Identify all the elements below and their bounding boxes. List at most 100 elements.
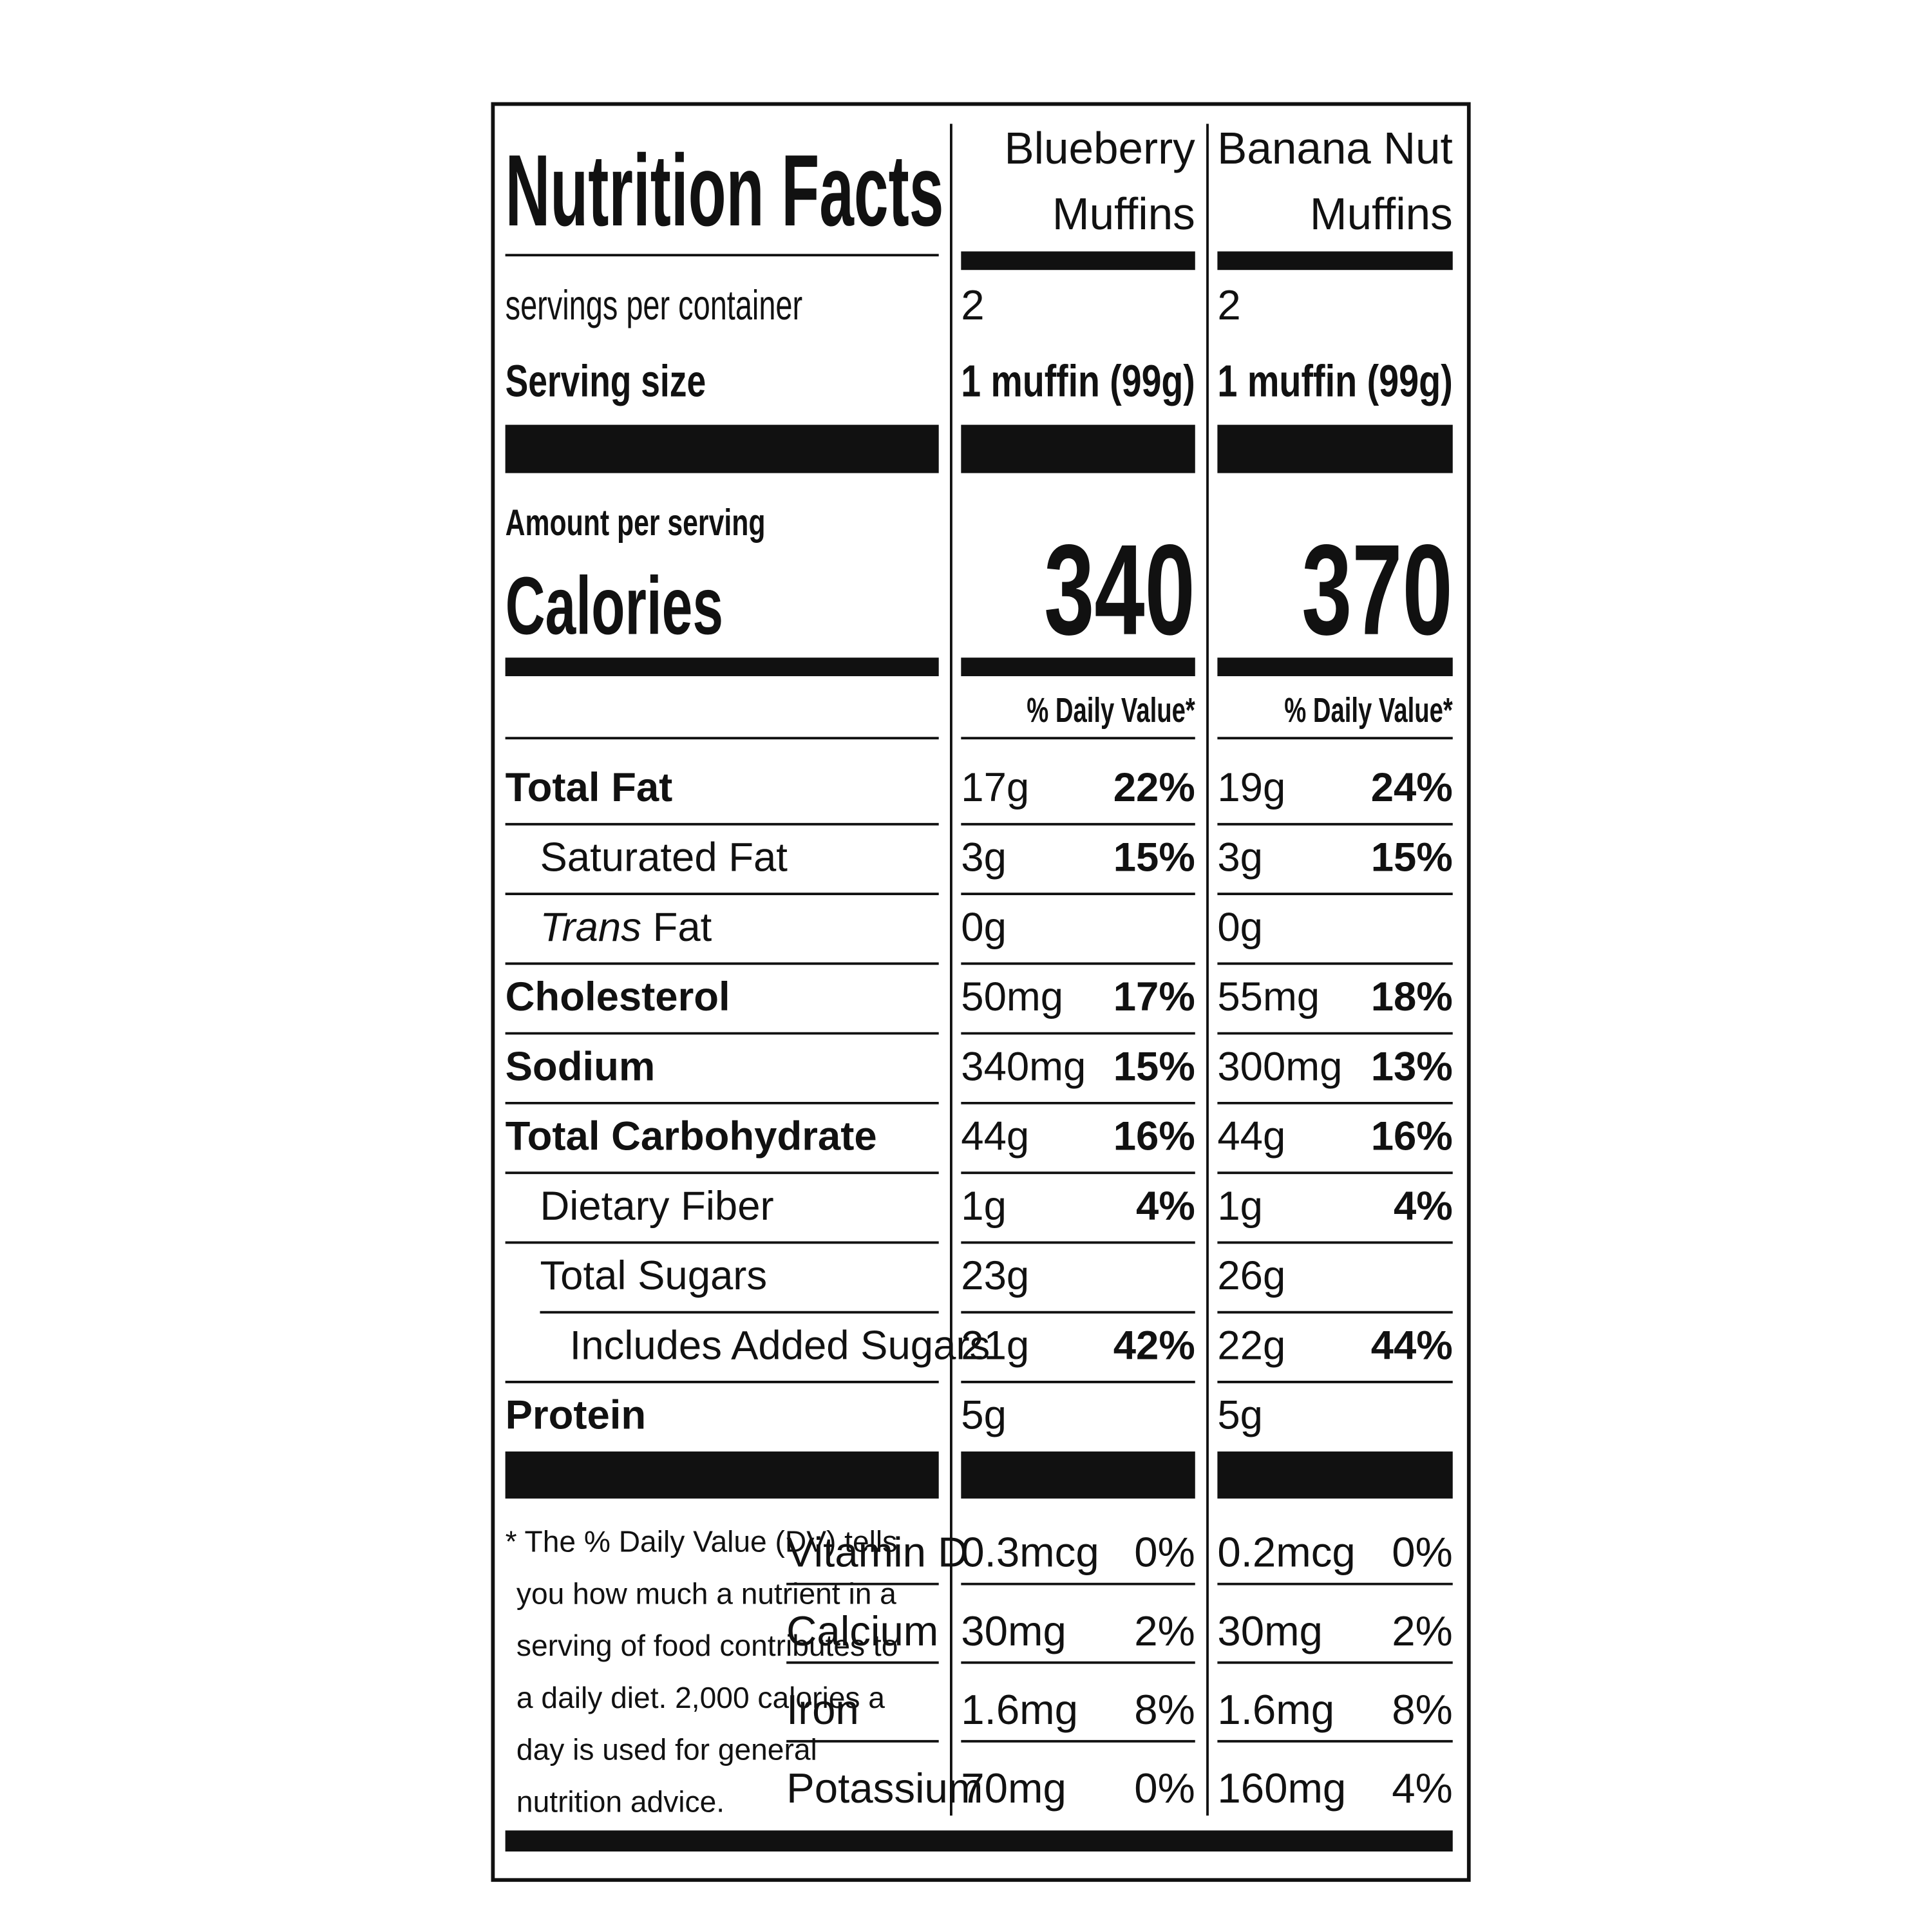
nutrient-name: Trans Fat xyxy=(540,905,712,950)
vitamin-dv: 2% xyxy=(1392,1607,1453,1654)
footnote-line: * The % Daily Value (DV) tells xyxy=(506,1525,898,1558)
nutrient-dv: 18% xyxy=(1371,974,1453,1019)
nutrient-dv: 16% xyxy=(1371,1114,1453,1159)
nutrient-dv: 13% xyxy=(1371,1044,1453,1089)
calories-label: Calories xyxy=(506,560,723,652)
vitamin-amount: 1.6mg xyxy=(961,1686,1078,1733)
serving-size-value: 1 muffin (99g) xyxy=(961,355,1195,406)
dv-header: % Daily Value* xyxy=(1284,691,1453,730)
nutrient-amount: 0g xyxy=(961,905,1007,950)
product-name: Banana Nut xyxy=(1217,123,1453,173)
nutrient-amount: 5g xyxy=(1217,1393,1263,1438)
serving-size-value: 1 muffin (99g) xyxy=(1217,355,1452,406)
vitamin-dv: 0% xyxy=(1134,1529,1195,1576)
nutrient-amount: 340mg xyxy=(961,1044,1086,1089)
thick-bar xyxy=(1217,251,1453,270)
nutrient-amount: 26g xyxy=(1217,1253,1285,1298)
vitamin-amount: 1.6mg xyxy=(1217,1686,1334,1733)
footnote-line: serving of food contributes to xyxy=(516,1629,898,1662)
amount-label: Amount per serving xyxy=(506,502,766,544)
product-name: Muffins xyxy=(1052,189,1195,239)
thick-bar xyxy=(505,424,939,473)
nutrient-dv: 4% xyxy=(1394,1184,1453,1229)
servings-label: servings per container xyxy=(506,281,803,328)
dv-header: % Daily Value* xyxy=(1027,691,1195,730)
product-name: Muffins xyxy=(1310,189,1453,239)
nutrient-amount: 44g xyxy=(1217,1114,1285,1159)
thick-bar xyxy=(961,658,1195,676)
nutrient-amount: 19g xyxy=(1217,765,1285,810)
nutrient-amount: 3g xyxy=(961,835,1007,880)
nutrient-dv: 16% xyxy=(1113,1114,1195,1159)
nutrient-name-rest: Fat xyxy=(653,905,712,950)
nutrient-amount: 3g xyxy=(1217,835,1263,880)
vitamin-dv: 8% xyxy=(1392,1686,1453,1733)
servings-value: 2 xyxy=(1217,281,1240,328)
vitamin-dv: 0% xyxy=(1134,1765,1195,1812)
nutrient-amount: 21g xyxy=(961,1323,1029,1368)
nutrient-dv: 42% xyxy=(1113,1323,1195,1368)
footnote-line: you how much a nutrient in a xyxy=(516,1577,896,1610)
nutrient-dv: 22% xyxy=(1113,765,1195,810)
nutrient-name: Total Fat xyxy=(506,765,673,810)
nutrient-amount: 1g xyxy=(961,1184,1007,1229)
thick-bar xyxy=(961,1451,1195,1499)
calories-value: 370 xyxy=(1302,518,1453,662)
vitamin-amount: 0.3mcg xyxy=(961,1529,1099,1576)
vitamin-name: Calcium xyxy=(786,1607,938,1654)
vitamin-amount: 70mg xyxy=(961,1765,1066,1812)
footnote-line: a daily diet. 2,000 calories a xyxy=(516,1681,885,1714)
nutrient-dv: 44% xyxy=(1371,1323,1453,1368)
nutrient-name: Total Carbohydrate xyxy=(506,1114,877,1159)
nutrient-amount: 300mg xyxy=(1217,1044,1342,1089)
vitamin-name: Vitamin D xyxy=(786,1529,968,1576)
serving-size-label: Serving size xyxy=(506,355,706,406)
thick-bar xyxy=(961,251,1195,270)
bottom-bar xyxy=(505,1830,1453,1852)
vitamin-amount: 30mg xyxy=(1217,1607,1323,1654)
nutrient-amount: 0g xyxy=(1217,905,1263,950)
thick-bar xyxy=(1217,658,1453,676)
nutrient-name: Saturated Fat xyxy=(540,835,788,880)
vitamin-dv: 8% xyxy=(1134,1686,1195,1733)
nutrient-amount: 22g xyxy=(1217,1323,1285,1368)
servings-value: 2 xyxy=(961,281,984,328)
nutrient-amount: 44g xyxy=(961,1114,1029,1159)
nutrient-dv: 4% xyxy=(1136,1184,1195,1229)
thick-bar xyxy=(1217,1451,1453,1499)
title: Nutrition Facts xyxy=(506,134,944,247)
vitamin-dv: 2% xyxy=(1134,1607,1195,1654)
nutrient-dv: 15% xyxy=(1113,835,1195,880)
vitamin-name: Iron xyxy=(786,1686,859,1733)
vitamin-dv: 0% xyxy=(1392,1529,1453,1576)
calories-value: 340 xyxy=(1044,518,1195,662)
thick-bar xyxy=(1217,424,1453,473)
thick-bar xyxy=(505,658,939,676)
nutrient-dv: 15% xyxy=(1113,1044,1195,1089)
nutrient-name: Includes Added Sugars xyxy=(570,1323,990,1368)
nutrient-amount: 17g xyxy=(961,765,1029,810)
footnote-line: nutrition advice. xyxy=(516,1785,724,1818)
nutrient-name-italic: Trans xyxy=(540,905,641,950)
nutrient-amount: 55mg xyxy=(1217,974,1320,1019)
vitamin-amount: 0.2mcg xyxy=(1217,1529,1355,1576)
nutrient-name: Cholesterol xyxy=(506,974,730,1019)
footnote-line: day is used for general xyxy=(516,1733,817,1766)
vitamin-dv: 4% xyxy=(1392,1765,1453,1812)
nutrient-amount: 5g xyxy=(961,1393,1007,1438)
nutrient-dv: 24% xyxy=(1371,765,1453,810)
nutrient-name: Dietary Fiber xyxy=(540,1184,773,1229)
label-border xyxy=(491,102,1471,1882)
nutrient-name: Protein xyxy=(506,1393,647,1438)
nutrient-name: Total Sugars xyxy=(540,1253,767,1298)
nutrient-name: Sodium xyxy=(506,1044,656,1089)
vitamin-name: Potassium xyxy=(786,1765,983,1812)
thick-bar xyxy=(505,1451,939,1499)
thick-bar xyxy=(961,424,1195,473)
product-name: Blueberry xyxy=(1005,123,1196,173)
nutrient-amount: 50mg xyxy=(961,974,1063,1019)
nutrient-dv: 15% xyxy=(1371,835,1453,880)
nutrient-amount: 23g xyxy=(961,1253,1029,1298)
